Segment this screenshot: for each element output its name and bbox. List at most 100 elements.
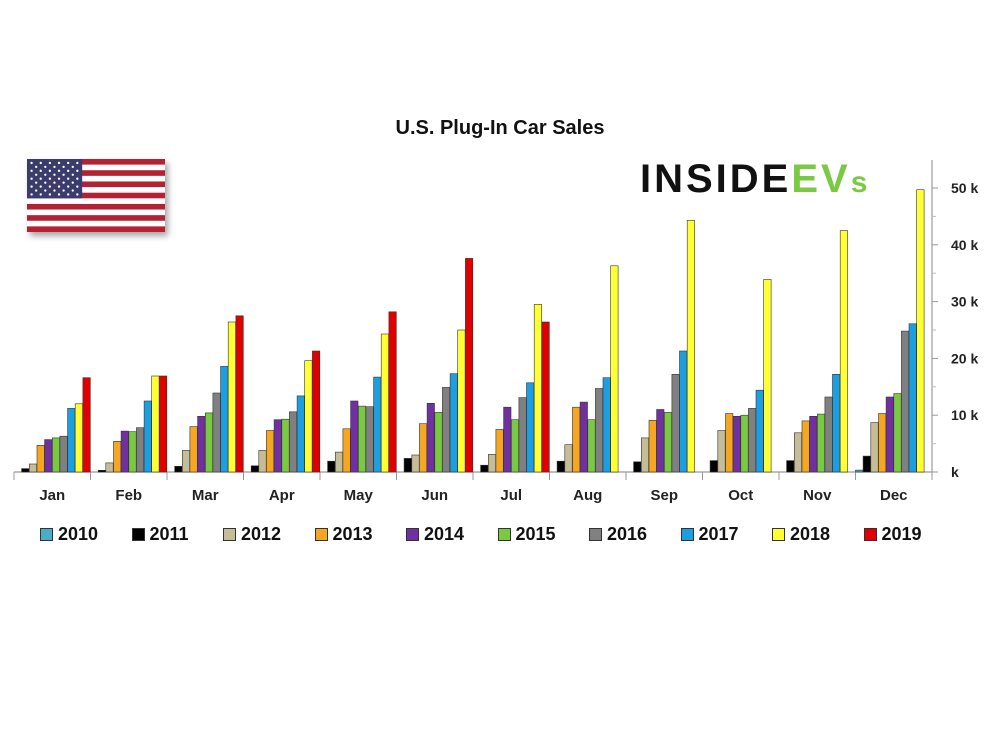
legend-label: 2019 [881, 523, 922, 544]
bar-2011-Aug [556, 460, 565, 473]
y-tick-label: k [951, 464, 959, 480]
flag-star [62, 181, 65, 184]
bar-2014-Apr [273, 419, 282, 473]
flag-star [48, 177, 52, 180]
flag-star [57, 177, 61, 180]
flag-star [71, 181, 74, 184]
flag-star [62, 165, 65, 169]
legend-item: 2017 [680, 522, 739, 546]
legend-label: 2018 [790, 523, 831, 544]
flag-star [71, 189, 74, 192]
bar-2019-Jan [82, 377, 91, 473]
flag-star [44, 165, 47, 169]
flag-star [76, 185, 79, 188]
bar-2012-Apr [258, 450, 267, 473]
bar-2018-Jun [457, 329, 466, 473]
bar-2014-May [350, 400, 359, 473]
bar-2011-Oct [709, 460, 718, 473]
flag-star [57, 185, 61, 188]
bar-2018-Aug [610, 265, 619, 473]
bar-2015-Dec [893, 393, 902, 473]
x-tick-label: Jul [500, 487, 522, 504]
bar-2012-Nov [793, 432, 802, 473]
bar-2012-Jun [411, 454, 420, 473]
flag-star [62, 189, 65, 192]
bar-2014-Mar [197, 415, 206, 473]
flag-star [76, 193, 79, 196]
x-tick-label: Nov [803, 487, 832, 504]
legend-label: 2017 [698, 523, 739, 544]
logo-text-inside: INSIDE [640, 157, 792, 201]
bar-2018-Mar [227, 321, 236, 473]
bar-2013-Apr [266, 430, 275, 473]
bar-2019-Jun [465, 258, 474, 473]
bar-2015-May [357, 405, 366, 473]
legend-item: 2011 [131, 522, 189, 546]
bar-2017-Aug [602, 377, 611, 473]
x-tick-label: Jun [421, 487, 448, 504]
flag-star [71, 165, 74, 169]
legend-label: 2012 [241, 523, 282, 544]
flag-star [39, 169, 42, 172]
bar-2016-Nov [824, 396, 833, 473]
flag-star [34, 173, 38, 176]
flag-star [67, 177, 70, 180]
flag-star [34, 189, 38, 192]
bar-2011-Mar [174, 465, 183, 473]
flag-star [34, 165, 38, 169]
legend-swatch [772, 527, 785, 541]
flag-star [76, 177, 79, 180]
bar-2019-Feb [159, 375, 168, 473]
bar-2012-Sep [640, 437, 649, 473]
bar-2014-Feb [120, 430, 129, 473]
bar-2019-May [388, 311, 397, 473]
flag-star [57, 169, 61, 172]
flag-star [44, 189, 47, 192]
bar-2012-Oct [717, 430, 726, 473]
flag-star [76, 161, 79, 165]
legend-swatch [680, 527, 694, 541]
bar-2016-Jun [442, 387, 451, 473]
flag-star [76, 169, 79, 172]
x-tick-label: May [344, 487, 374, 504]
bar-2017-Mar [220, 366, 229, 473]
x-tick-label: Oct [728, 487, 753, 504]
bar-2018-Oct [763, 279, 772, 473]
bar-2014-Dec [885, 396, 894, 473]
bar-2013-Jul [495, 429, 504, 473]
flag-star [30, 177, 33, 180]
bar-2018-Apr [304, 360, 313, 473]
bar-2012-Jan [28, 463, 37, 473]
bar-2013-Aug [572, 406, 581, 473]
bar-2018-Jul [533, 304, 542, 473]
legend-item: 2014 [406, 522, 464, 546]
bar-2013-Dec [878, 413, 887, 473]
x-tick-label: Aug [573, 487, 602, 504]
us-flag-icon [27, 159, 165, 232]
bar-2013-Jan [36, 444, 45, 473]
bar-2011-Nov [786, 460, 795, 473]
legend-item: 2012 [223, 522, 281, 546]
legend-swatch [406, 527, 419, 541]
bar-2015-Mar [205, 412, 214, 473]
flag-star [53, 173, 56, 176]
flag-star [34, 181, 38, 184]
bar-2011-Jan [21, 468, 30, 473]
bar-2017-Apr [296, 395, 305, 473]
flag-star [39, 185, 42, 188]
bar-2016-Jan [59, 435, 68, 473]
legend-item: 2013 [314, 522, 373, 546]
bar-2017-Jul [526, 382, 535, 473]
bar-2013-Mar [189, 426, 198, 473]
logo-text-s: s [850, 166, 871, 199]
flag-star [67, 161, 70, 165]
bar-2011-Apr [250, 465, 259, 473]
bar-2018-May [380, 333, 389, 473]
flag-star [48, 161, 52, 165]
bar-2011-Feb [97, 469, 106, 473]
flag-star [71, 173, 74, 176]
flag-star [48, 185, 52, 188]
x-tick-label: Feb [115, 487, 142, 504]
flag-star [48, 193, 52, 196]
